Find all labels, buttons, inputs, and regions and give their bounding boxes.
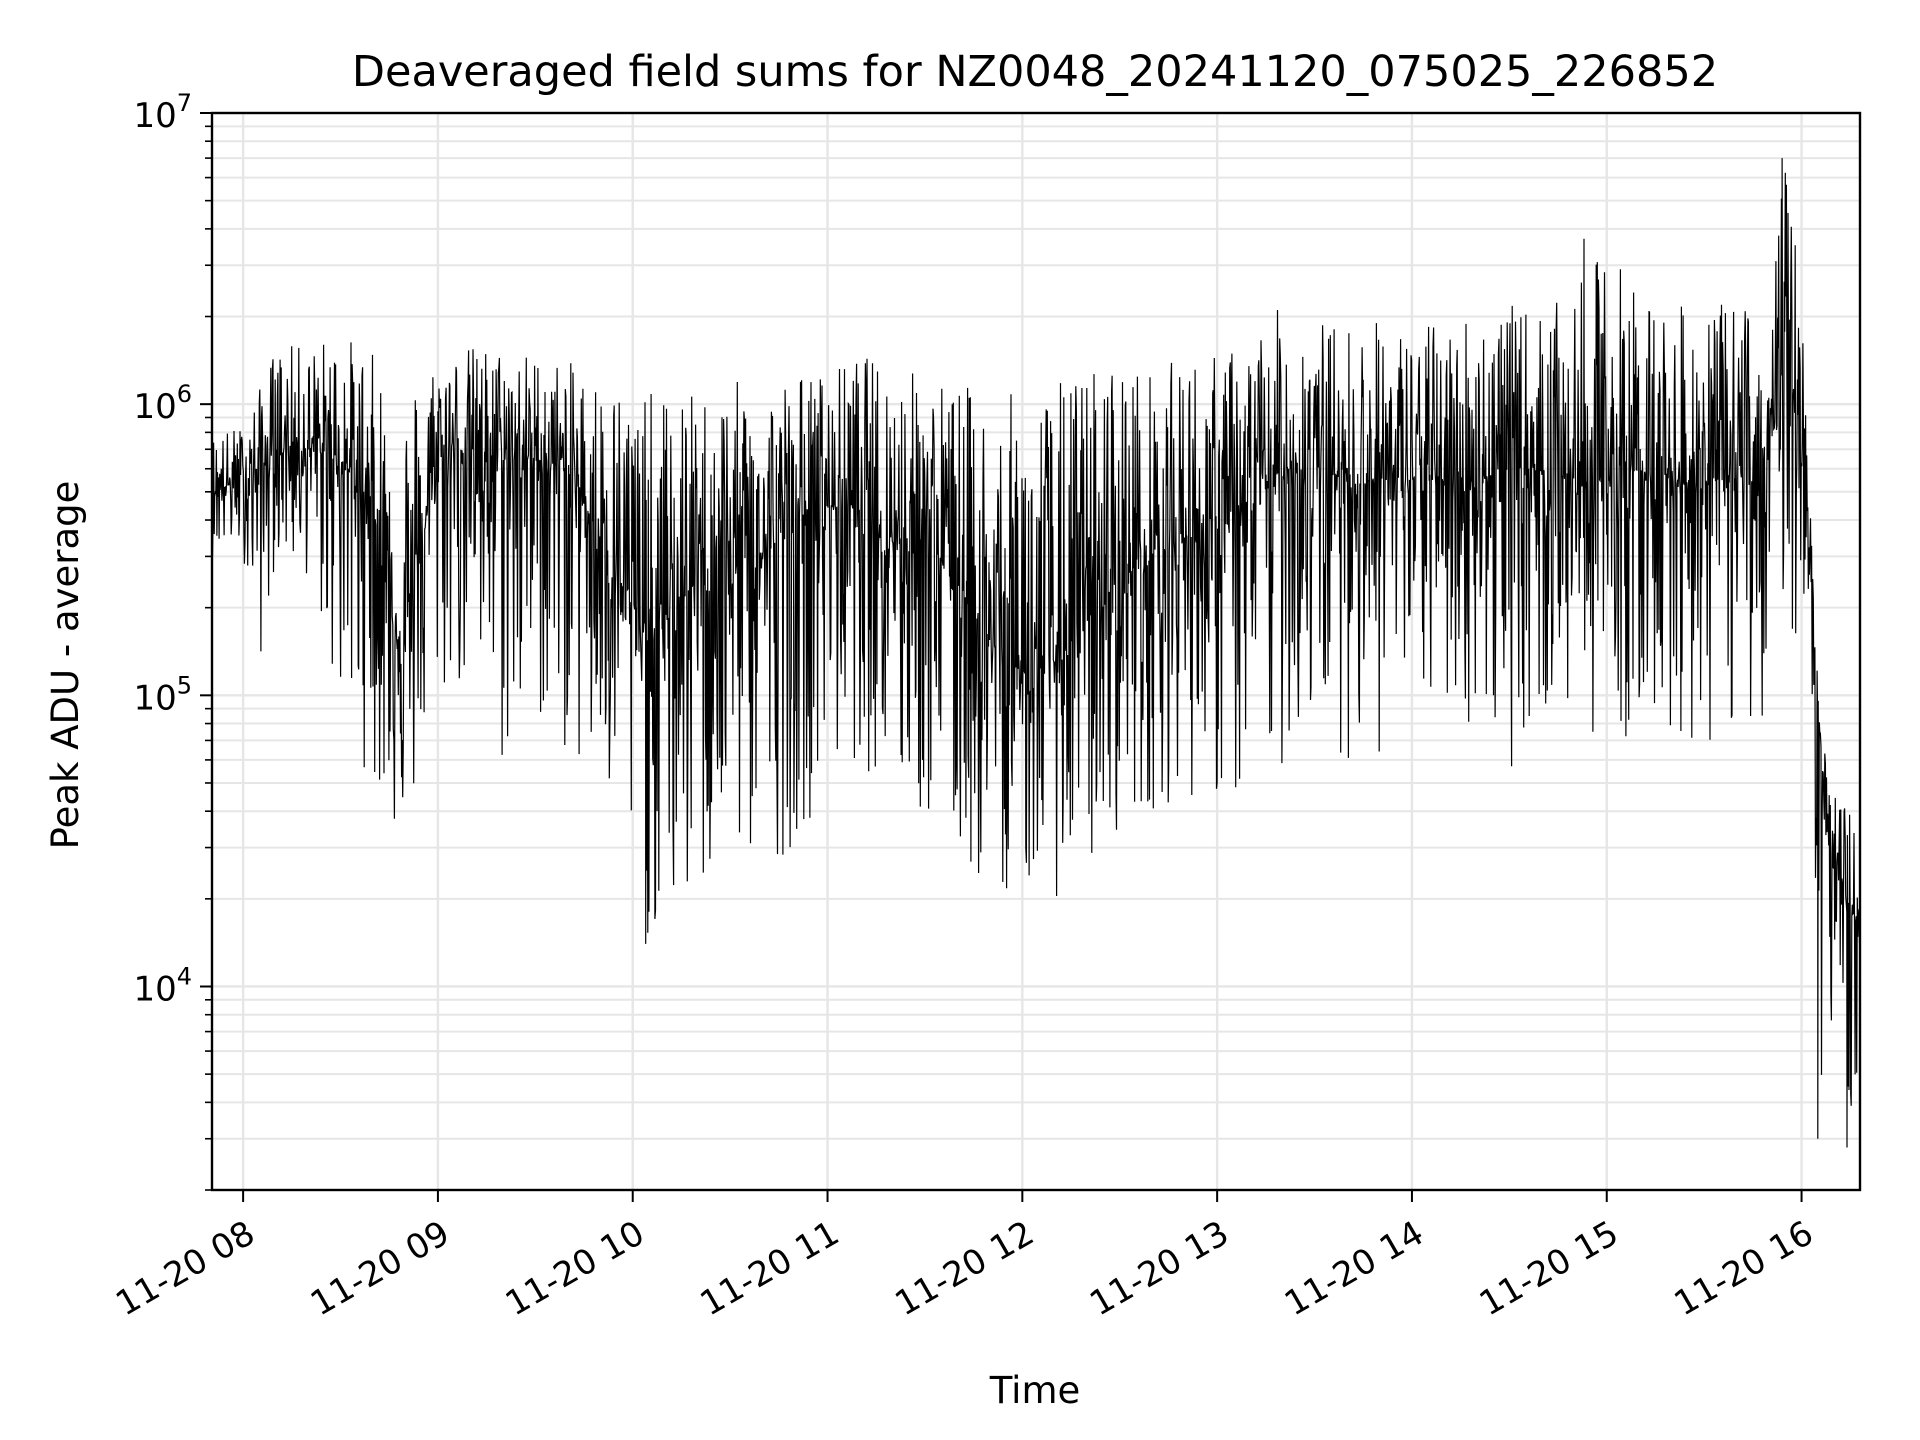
- y-axis-label: Peak ADU - average: [44, 481, 87, 850]
- y-tick-label: 105: [133, 671, 192, 718]
- axes-frame: [210, 111, 1862, 1192]
- y-axis: 104 105 106 107: [133, 89, 212, 1191]
- plot-area: [212, 113, 1860, 1190]
- y-tick-label: 104: [133, 962, 192, 1009]
- axes-border: [210, 111, 1862, 1192]
- x-axis-label: Time: [989, 1369, 1081, 1412]
- series-path: [211, 158, 1861, 1148]
- y-tick-label: 106: [133, 380, 192, 427]
- chart-title: Deaveraged field sums for NZ0048_2024112…: [352, 47, 1718, 97]
- y-tick-label: 107: [133, 89, 192, 136]
- series-line: [211, 158, 1861, 1148]
- plot-background: [212, 113, 1860, 1190]
